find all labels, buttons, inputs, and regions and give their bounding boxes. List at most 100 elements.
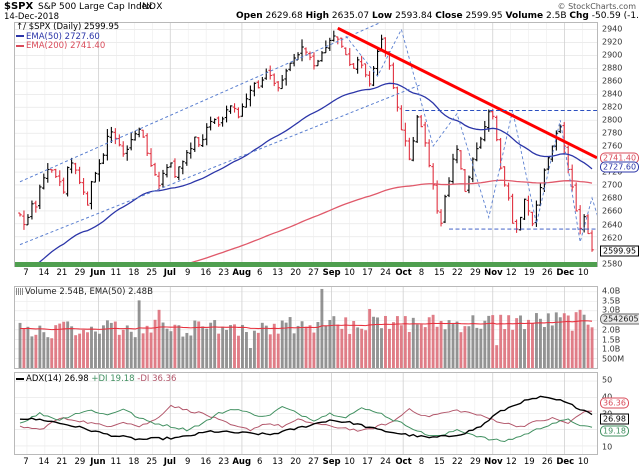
high-value: 2635.07	[331, 11, 370, 21]
price-chart-panel[interactable]	[14, 22, 598, 267]
x-axis-tick-label: 18	[128, 268, 140, 278]
x-axis-tick-label: 11	[110, 457, 122, 467]
x-axis-tick-label: 16	[200, 268, 212, 278]
high-label: High	[305, 11, 330, 21]
x-axis-tick-label: 25	[146, 268, 158, 278]
x-axis-tick-label: 7	[23, 457, 29, 467]
x-axis-tick-label: Jun	[90, 457, 106, 467]
adx-axis-tick: 10	[602, 442, 613, 452]
x-axis-tick-label: 8	[418, 268, 425, 278]
last-price-tag: 2599.95	[600, 245, 639, 257]
adx-legend-adx: ADX(14) 26.98	[26, 374, 89, 384]
price-legend-ema200: EMA(200) 2741.40	[26, 41, 106, 51]
x-axis-tick-label: 17	[362, 457, 373, 467]
x-axis-tick-label: 6	[256, 268, 263, 278]
x-axis-tick-label: Sep	[322, 457, 341, 467]
adx-plot	[15, 373, 597, 454]
candles-icon: ↑/	[16, 22, 26, 32]
ema50-value-tag: 2727.60	[600, 161, 639, 173]
volume-bars-icon	[16, 288, 23, 295]
volume-value: 2.5B	[546, 11, 567, 21]
x-axis-tick-label: 10	[344, 457, 355, 467]
x-axis-tick-label: 10	[577, 457, 589, 467]
volume-axis-tick: 500M	[602, 354, 625, 364]
volume-axis-tick: 3.0B	[602, 305, 621, 315]
adx-panel[interactable]	[14, 372, 598, 455]
x-axis-tick-label: Jun	[90, 268, 106, 278]
x-axis-tick-label: 25	[146, 457, 158, 467]
x-axis-tick-label: 8	[418, 457, 425, 467]
x-axis-tick-label: 13	[272, 457, 284, 467]
price-axis-tick: 2700	[602, 180, 623, 190]
x-axis-tick-label: 27	[308, 268, 320, 278]
ema200-swatch-icon	[16, 44, 24, 47]
ohlc-summary: Open 2629.68 High 2635.07 Low 2593.84 Cl…	[236, 11, 639, 21]
price-axis-tick: 2620	[602, 233, 623, 243]
volume-axis-tick: 2.0B	[602, 325, 621, 335]
price-legend: ↑/ $SPX (Daily) 2599.95 EMA(50) 2727.60 …	[16, 22, 120, 52]
price-axis-tick: 2920	[602, 37, 623, 47]
x-axis-tick-label: 20	[290, 457, 302, 467]
volume-legend-text: Volume 2.54B, EMA(50) 2.48B	[25, 287, 153, 297]
x-axis-tick-label: 11	[110, 268, 122, 278]
x-axis-tick-label: 16	[200, 457, 212, 467]
adx-legend-ndi: -DI 36.36	[137, 374, 177, 384]
price-axis-tick: 2780	[602, 128, 623, 138]
price-axis-tick: 2860	[602, 76, 623, 86]
x-axis-tick-label: 12	[505, 268, 517, 278]
low-label: Low	[372, 11, 393, 21]
x-axis-tick-label: 29	[469, 457, 481, 467]
price-axis-tick: 2800	[602, 115, 623, 125]
price-y-axis: 2580260026202640266026802700272027402760…	[599, 22, 639, 268]
price-legend-main: $SPX (Daily) 2599.95	[28, 22, 120, 32]
x-axis-tick-label: 26	[541, 457, 553, 467]
x-axis-tick-label: 23	[218, 268, 230, 278]
quote-date: 14-Dec-2018	[4, 12, 60, 22]
price-axis-tick: 2840	[602, 89, 623, 99]
volume-label: Volume	[505, 11, 544, 21]
x-axis-tick-label: Dec	[556, 457, 575, 467]
x-axis-tick-label: Oct	[395, 268, 412, 278]
price-plot	[15, 23, 597, 266]
x-axis-tick-label: 13	[272, 268, 284, 278]
x-axis-tick-label: 27	[308, 457, 320, 467]
x-axis-tick-label: 24	[380, 268, 391, 278]
close-label: Close	[435, 11, 463, 21]
symbol-name: S&P 500 Large Cap Index	[38, 2, 153, 12]
x-axis-tick-label: 29	[469, 268, 481, 278]
price-axis-tick: 2660	[602, 206, 623, 216]
x-axis-tick-label: 21	[56, 268, 68, 278]
adx-legend-pdi: +DI 19.18	[91, 374, 135, 384]
x-axis-tick-label: 23	[218, 457, 230, 467]
volume-axis-tick: 4.0B	[602, 286, 621, 296]
x-axis-tick-label: 20	[290, 268, 302, 278]
chg-value: -50.59 (-1.91%)	[591, 11, 639, 21]
stockcharts-watermark: © StockCharts.com	[557, 2, 636, 11]
x-axis-tick-label: 22	[451, 457, 463, 467]
x-axis-tick-label: Aug	[232, 457, 252, 467]
open-value: 2629.68	[265, 11, 303, 21]
chart-header: $SPX S&P 500 Large Cap Index INDX 14-Dec…	[0, 0, 639, 22]
x-axis-dates-top: 7 14 21 29 Jun 11 18 25 Jul 9 16 23 Aug 6 13 20 27 Sep 10 1…	[0, 268, 639, 282]
ema50-swatch-icon	[16, 35, 24, 37]
volume-legend: Volume 2.54B, EMA(50) 2.48B	[16, 287, 153, 298]
x-axis-tick-label: 29	[74, 457, 86, 467]
x-axis-dates-bottom: 7 14 21 29 Jun 11 18 25 Jul 9 16 23 Aug 6 13 20 27 Sep 10 1…	[0, 457, 639, 471]
x-axis-tick-label: 15	[434, 268, 445, 278]
x-axis-tick-label: 12	[505, 457, 517, 467]
x-axis-tick-label: Oct	[395, 457, 412, 467]
volume-y-axis: 500M1.0B1.5B2.0B2.5B3.0B3.5B4.0B25426050…	[599, 286, 639, 369]
close-value: 2599.95	[465, 11, 503, 21]
price-legend-ema50: EMA(50) 2727.60	[26, 31, 100, 42]
adx-axis-tick: 50	[602, 375, 613, 385]
pdi-value-tag: 19.18	[600, 425, 629, 437]
volume-panel[interactable]	[14, 286, 598, 369]
volume-axis-tick: 1.5B	[602, 335, 621, 345]
low-value: 2593.84	[395, 11, 433, 21]
price-axis-tick: 2900	[602, 50, 623, 60]
volume-axis-tick: 1.0B	[602, 344, 621, 354]
volume-value-tag: 2542605056	[600, 313, 639, 325]
price-axis-tick: 2820	[602, 102, 623, 112]
x-axis-tick-label: 22	[451, 268, 463, 278]
